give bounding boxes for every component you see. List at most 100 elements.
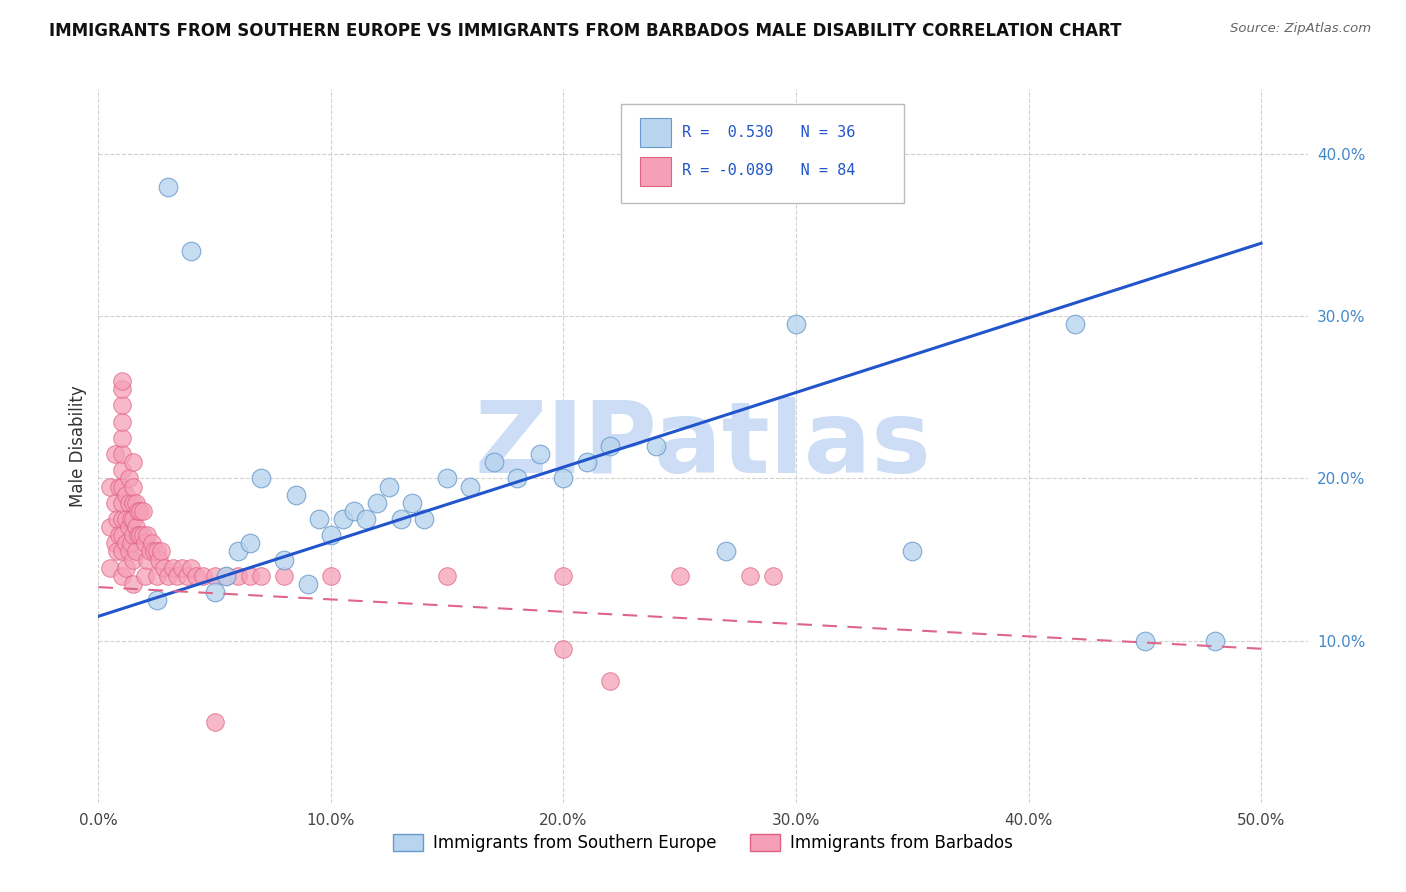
Point (226, 568, 249, 582)
Point (215, 568, 238, 582)
Point (180, 560, 202, 574)
Point (482, 455, 505, 469)
Point (1064, 318, 1087, 332)
Point (111, 447, 134, 461)
Point (215, 568, 238, 582)
Point (239, 536, 262, 550)
Point (716, 544, 738, 558)
Point (436, 568, 458, 582)
Point (250, 568, 273, 582)
Point (127, 528, 149, 542)
Point (599, 674, 621, 689)
Point (250, 471, 273, 485)
Point (668, 568, 690, 582)
Point (152, 560, 174, 574)
Point (785, 318, 807, 332)
Point (143, 544, 166, 558)
Point (506, 471, 529, 485)
Point (145, 593, 167, 607)
Y-axis label: Male Disability: Male Disability (69, 385, 87, 507)
Point (738, 568, 761, 582)
Point (553, 471, 575, 485)
Point (122, 528, 145, 542)
Point (111, 568, 134, 582)
Point (204, 585, 226, 599)
Point (129, 528, 152, 542)
Point (191, 568, 214, 582)
Point (122, 577, 145, 591)
Point (285, 488, 308, 502)
Point (273, 552, 295, 566)
Point (111, 528, 134, 542)
Point (111, 374, 134, 388)
Point (378, 479, 401, 493)
Point (104, 496, 127, 510)
Point (111, 544, 134, 558)
Point (138, 544, 160, 558)
Point (129, 504, 152, 518)
Point (157, 179, 180, 194)
Point (575, 455, 598, 469)
Point (115, 488, 138, 502)
Point (166, 568, 188, 582)
Point (145, 544, 167, 558)
Point (172, 560, 194, 574)
Point (115, 560, 138, 574)
Text: R = -0.089   N = 84: R = -0.089 N = 84 (682, 163, 855, 178)
Text: Source: ZipAtlas.com: Source: ZipAtlas.com (1230, 22, 1371, 36)
Point (105, 544, 128, 558)
Point (204, 568, 226, 582)
Point (366, 496, 388, 510)
Point (124, 544, 146, 558)
Point (98, 520, 121, 534)
Text: R =  0.530   N = 36: R = 0.530 N = 36 (682, 125, 855, 139)
Point (98, 479, 121, 493)
Point (460, 479, 482, 493)
Point (148, 552, 170, 566)
Point (1204, 633, 1226, 648)
Point (131, 504, 153, 518)
Point (118, 471, 141, 485)
Point (120, 536, 142, 550)
Point (122, 479, 145, 493)
Point (145, 568, 167, 582)
Point (1133, 633, 1156, 648)
Point (98, 560, 121, 574)
Point (108, 528, 131, 542)
Point (111, 431, 134, 445)
Point (226, 544, 249, 558)
Point (180, 244, 202, 259)
Point (141, 536, 163, 550)
Point (319, 528, 342, 542)
Point (115, 536, 138, 550)
Point (176, 568, 198, 582)
Point (204, 714, 226, 729)
Point (111, 496, 134, 510)
Point (134, 536, 156, 550)
Point (162, 560, 184, 574)
Point (150, 544, 173, 558)
Point (413, 512, 436, 526)
Point (553, 568, 575, 582)
Point (136, 528, 159, 542)
Point (118, 496, 141, 510)
Point (319, 568, 342, 582)
Point (901, 544, 924, 558)
Point (122, 496, 145, 510)
Point (436, 471, 458, 485)
Point (184, 568, 207, 582)
Point (111, 479, 134, 493)
Point (108, 479, 131, 493)
Point (529, 447, 551, 461)
Point (104, 447, 127, 461)
Point (131, 528, 153, 542)
Point (111, 382, 134, 396)
Point (343, 504, 366, 518)
Point (273, 568, 295, 582)
Point (157, 568, 180, 582)
Point (111, 463, 134, 477)
Point (118, 544, 141, 558)
Point (599, 439, 621, 453)
Point (104, 536, 127, 550)
Point (762, 568, 785, 582)
